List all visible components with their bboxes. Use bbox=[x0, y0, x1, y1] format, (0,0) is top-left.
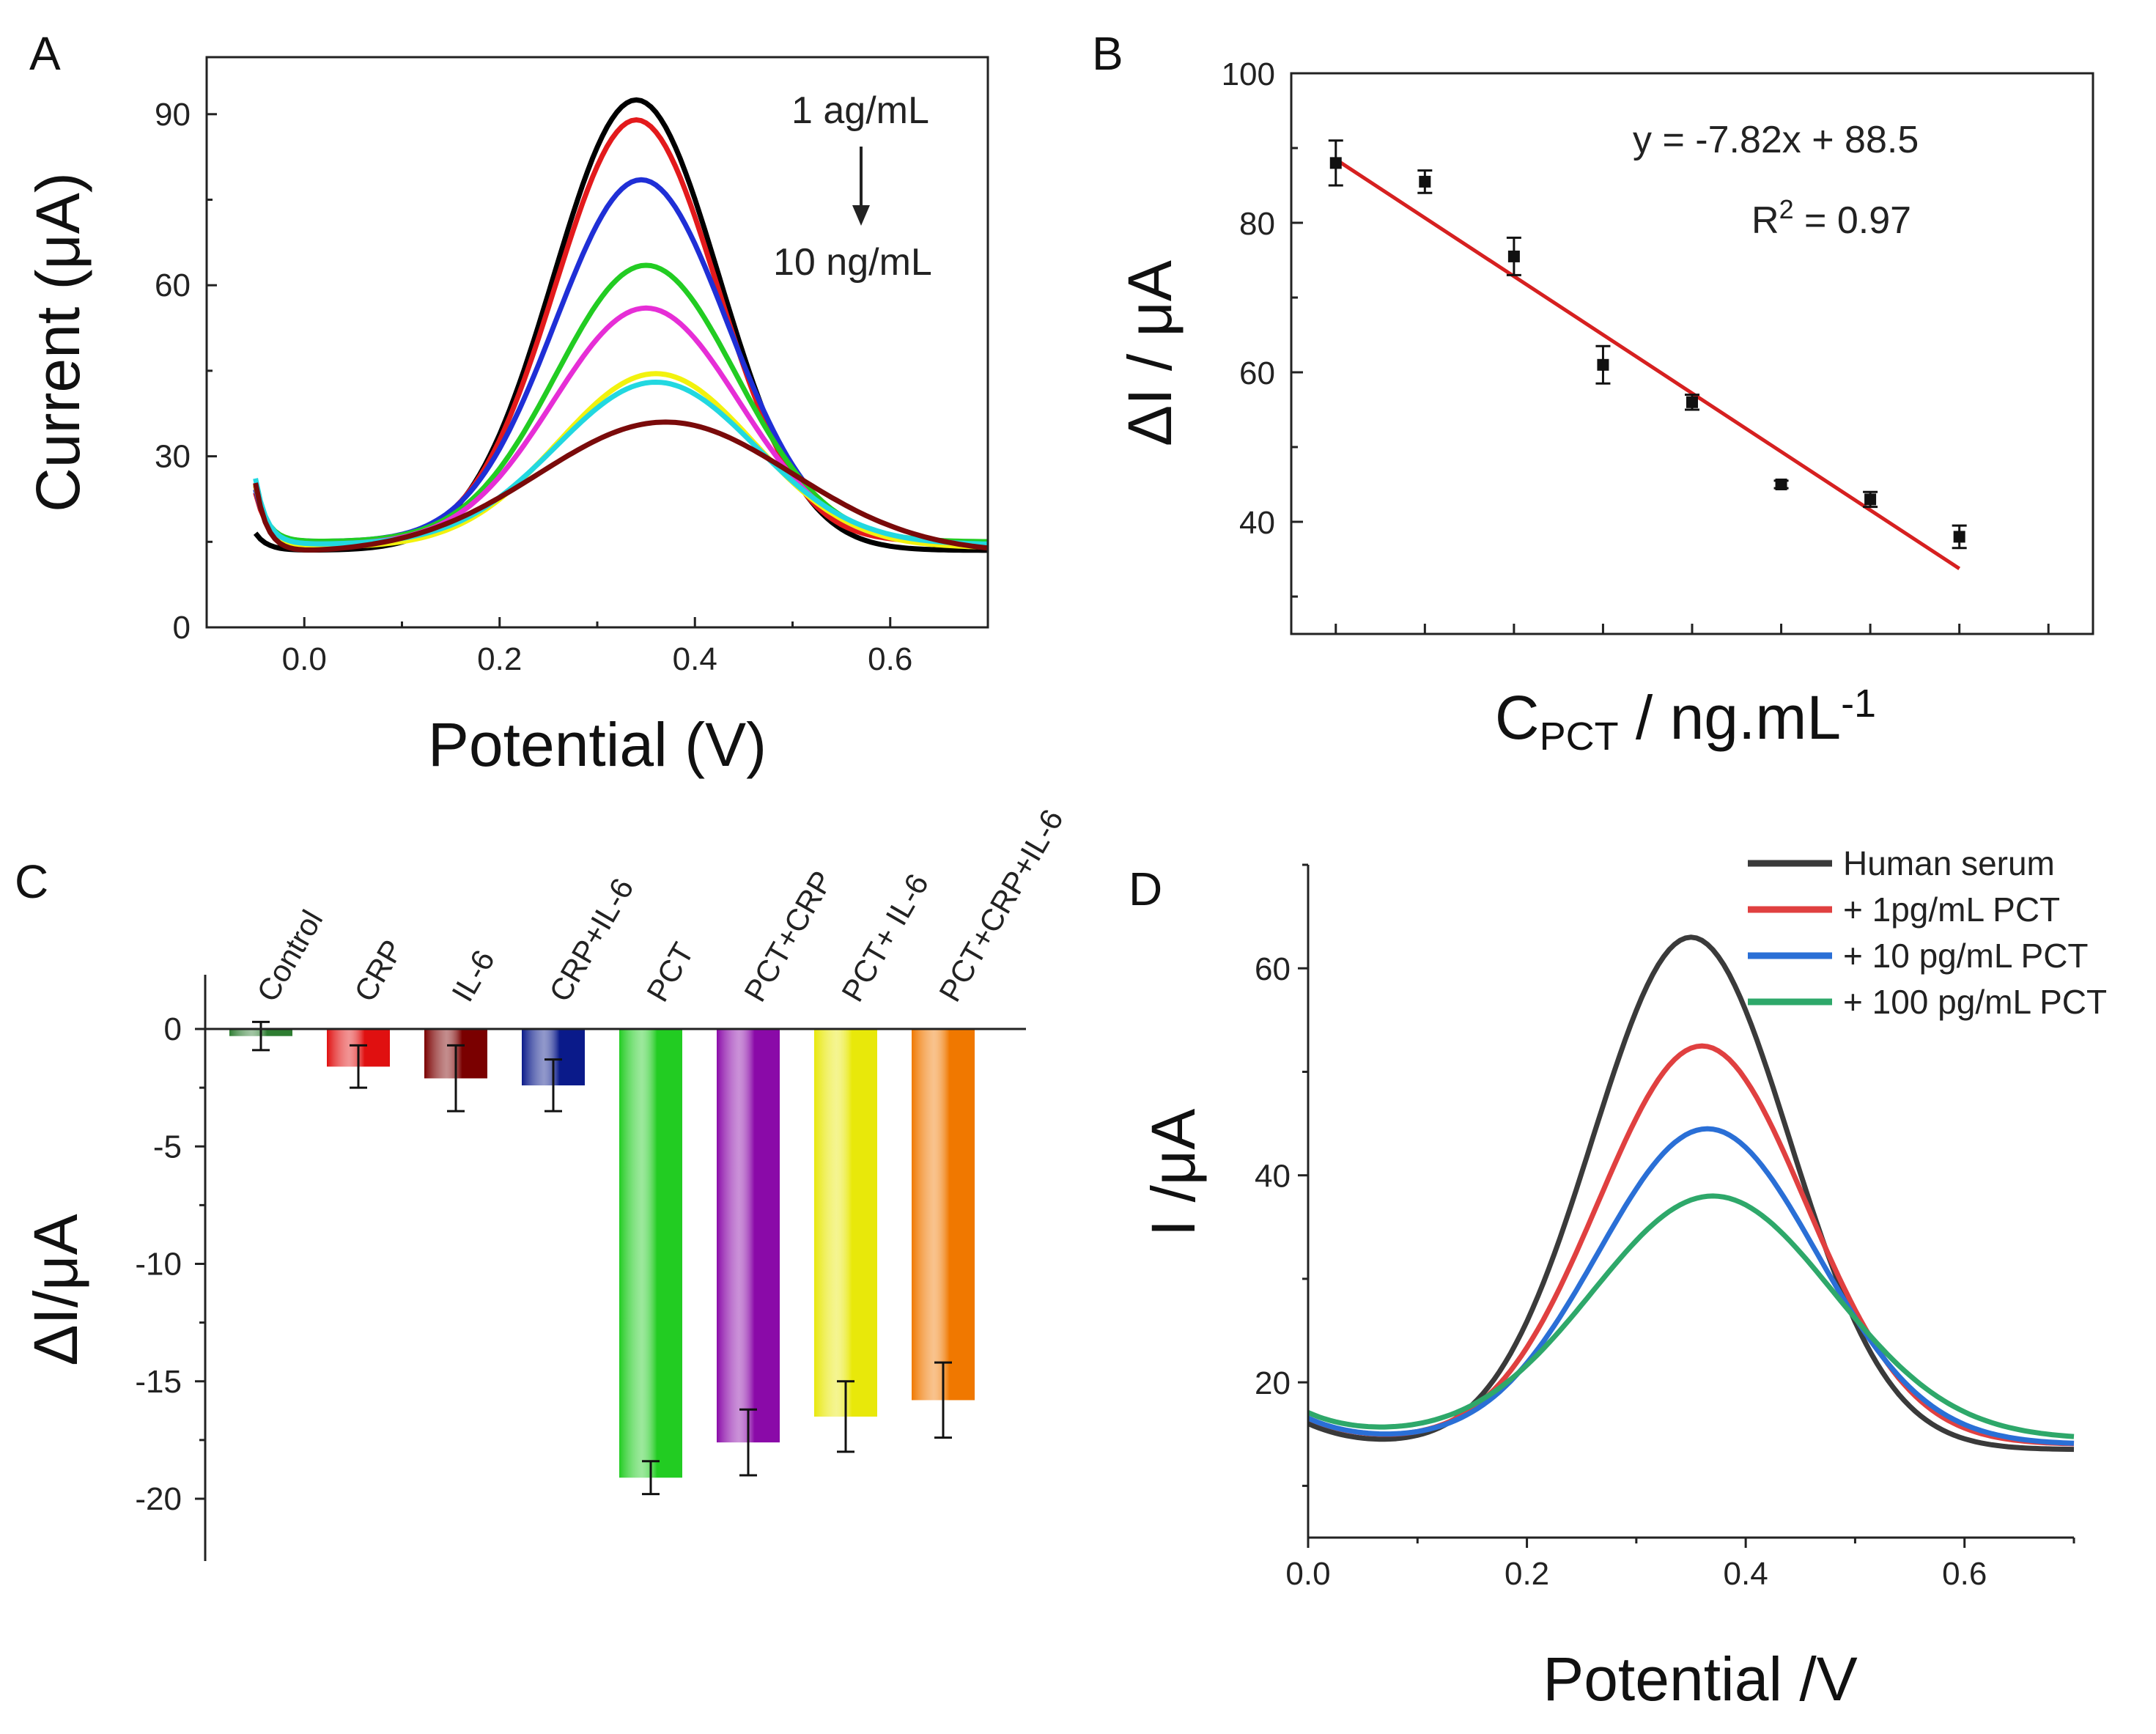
panel-b-r2-rest: = 0.97 bbox=[1794, 199, 1911, 242]
panel-c-bar bbox=[912, 1029, 975, 1401]
panel-c-bar bbox=[619, 1029, 682, 1478]
panel-c-bar bbox=[717, 1029, 780, 1443]
panel-d-legend-label: + 10 pg/mL PCT bbox=[1843, 937, 2089, 975]
panel-d-ylabel: I /μA bbox=[1139, 1109, 1208, 1236]
panel-b-r2-prefix: R bbox=[1751, 199, 1779, 242]
panel-label-a: A bbox=[29, 27, 61, 80]
panel-b-r2-sup: 2 bbox=[1779, 194, 1794, 224]
panel-d-legend-label: + 1pg/mL PCT bbox=[1843, 890, 2060, 929]
panel-d-xtick-label: 0.0 bbox=[1285, 1556, 1330, 1592]
panel-a-annotation-top: 1 ag/mL bbox=[791, 89, 929, 132]
panel-b-ytick-label: 40 bbox=[1239, 505, 1275, 541]
panel-b-xlabel-sup: -1 bbox=[1841, 682, 1876, 726]
panel-label-b: B bbox=[1092, 27, 1123, 80]
panel-d-ytick-label: 40 bbox=[1255, 1159, 1291, 1195]
panel-d-ytick-label: 60 bbox=[1255, 951, 1291, 987]
panel-b-ylabel: ΔI / μA bbox=[1115, 260, 1184, 446]
panel-b-point bbox=[1597, 358, 1609, 371]
panel-d-legend-label: + 100 pg/mL PCT bbox=[1843, 983, 2107, 1021]
panel-d-xtick-label: 0.6 bbox=[1942, 1556, 1987, 1592]
panel-a-xtick-label: 0.2 bbox=[477, 641, 522, 677]
panel-c-ytick-label: 0 bbox=[164, 1011, 182, 1047]
panel-label-d: D bbox=[1129, 863, 1162, 915]
panel-b-ytick-label: 80 bbox=[1239, 206, 1275, 242]
panel-b-xlabel-main: C bbox=[1495, 683, 1540, 752]
panel-b-fit-line bbox=[1334, 158, 1961, 570]
panel-a-xlabel: Potential (V) bbox=[428, 710, 767, 779]
panel-d-xlabel: Potential /V bbox=[1543, 1645, 1858, 1713]
panel-c-ytick-label: -20 bbox=[135, 1481, 182, 1517]
panel-b-chart: 40 60 80 100 ΔI / μA CPCT / ng.mL-1 y = -7.… bbox=[1115, 56, 2094, 759]
panel-a-xtick-label: 0.6 bbox=[868, 641, 912, 677]
panel-a-series-maroon bbox=[253, 419, 989, 553]
panel-a-ytick-label: 30 bbox=[155, 439, 191, 475]
panel-b-point bbox=[1507, 250, 1520, 262]
panel-b-point bbox=[1419, 175, 1431, 188]
panel-d-series bbox=[1307, 1193, 2075, 1439]
panel-b-point bbox=[1864, 493, 1877, 506]
panel-b-point bbox=[1775, 479, 1787, 490]
panel-b-point bbox=[1329, 157, 1342, 169]
panel-d-chart: 0.0 0.2 0.4 0.6 20 40 60 Human serum + 1pg/mL P… bbox=[1139, 844, 2107, 1713]
panel-c-ytick-label: -15 bbox=[135, 1364, 182, 1400]
panel-c-ylabel: ΔI/μA bbox=[21, 1214, 90, 1365]
panel-a-chart: 0.0 0.2 0.4 0.6 0 30 60 90 Current (μA) Potenti… bbox=[23, 56, 989, 779]
panel-a-arrow-head bbox=[852, 205, 870, 226]
panel-b-ytick-label: 100 bbox=[1222, 56, 1275, 92]
panel-label-c: C bbox=[15, 855, 48, 908]
panel-b-fit-equation: y = -7.82x + 88.5 bbox=[1633, 119, 1919, 161]
panel-b-xlabel-rest: / ng.mL bbox=[1619, 683, 1841, 752]
panel-a-annotation-bottom: 10 ng/mL bbox=[773, 241, 932, 284]
panel-b-point bbox=[1953, 531, 1965, 543]
panel-d-xtick-label: 0.2 bbox=[1505, 1556, 1549, 1592]
panel-c-ytick-label: -10 bbox=[135, 1247, 182, 1283]
panel-a-ytick-label: 60 bbox=[155, 268, 191, 303]
panel-d-xtick-label: 0.4 bbox=[1724, 1556, 1768, 1592]
panel-a-xtick-label: 0.4 bbox=[673, 641, 717, 677]
panel-d-ytick-label: 20 bbox=[1255, 1365, 1291, 1401]
panel-b-point bbox=[1686, 396, 1698, 408]
panel-c-bar bbox=[814, 1029, 877, 1417]
panel-a-ylabel: Current (μA) bbox=[23, 172, 92, 512]
panel-a-xtick-label: 0.0 bbox=[282, 641, 327, 677]
panel-d-legend-label: Human serum bbox=[1843, 844, 2055, 882]
panel-b-xlabel-sub: PCT bbox=[1540, 715, 1619, 759]
panel-b-xlabel: CPCT / ng.mL-1 bbox=[1495, 682, 1876, 759]
panel-a-ytick-label: 0 bbox=[173, 610, 191, 646]
panel-b-ytick-label: 60 bbox=[1239, 355, 1275, 391]
panel-c-ytick-label: -5 bbox=[153, 1129, 182, 1165]
panel-d-series bbox=[1307, 1126, 2075, 1446]
panel-a-ytick-label: 90 bbox=[155, 97, 191, 133]
panel-b-fit-r2: R2 = 0.97 bbox=[1751, 194, 1911, 243]
